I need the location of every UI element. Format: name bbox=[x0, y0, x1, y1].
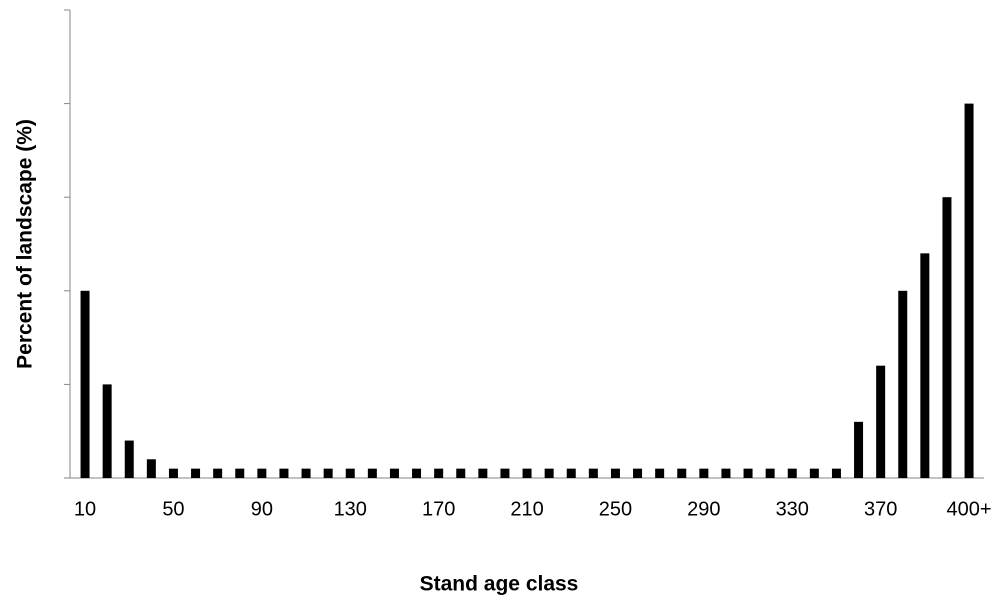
bar bbox=[677, 468, 687, 478]
bar bbox=[301, 468, 311, 478]
bar bbox=[831, 468, 841, 478]
bar bbox=[898, 290, 908, 478]
x-tick-label: 130 bbox=[334, 498, 367, 520]
bar bbox=[964, 103, 974, 478]
x-tick-label: 10 bbox=[74, 498, 96, 520]
x-tick-label: 400+ bbox=[947, 498, 992, 520]
bar bbox=[478, 468, 488, 478]
bar bbox=[544, 468, 554, 478]
bar bbox=[279, 468, 289, 478]
bar bbox=[124, 440, 134, 478]
bar bbox=[235, 468, 245, 478]
bar bbox=[500, 468, 510, 478]
bar bbox=[389, 468, 399, 478]
bar bbox=[721, 468, 731, 478]
x-tick-label: 170 bbox=[422, 498, 455, 520]
y-axis-title: Percent of landscape (%) bbox=[14, 119, 37, 369]
x-tick-label: 250 bbox=[599, 498, 632, 520]
bar bbox=[633, 468, 643, 478]
bar bbox=[655, 468, 665, 478]
bar bbox=[434, 468, 444, 478]
bar bbox=[412, 468, 422, 478]
bar bbox=[522, 468, 532, 478]
x-tick-label: 330 bbox=[776, 498, 809, 520]
bar bbox=[146, 459, 156, 478]
bar bbox=[920, 253, 930, 478]
bar bbox=[456, 468, 466, 478]
bar bbox=[588, 468, 598, 478]
bar bbox=[876, 365, 886, 478]
x-tick-label: 90 bbox=[251, 498, 273, 520]
bar bbox=[257, 468, 267, 478]
x-tick-label: 370 bbox=[864, 498, 897, 520]
bar bbox=[213, 468, 223, 478]
x-axis-title: Stand age class bbox=[420, 573, 579, 596]
bar bbox=[765, 468, 775, 478]
bar bbox=[610, 468, 620, 478]
bar bbox=[699, 468, 709, 478]
bar bbox=[191, 468, 201, 478]
bar bbox=[566, 468, 576, 478]
bar bbox=[942, 197, 952, 478]
bar bbox=[367, 468, 377, 478]
bar bbox=[168, 468, 178, 478]
x-tick-label: 210 bbox=[510, 498, 543, 520]
x-tick-label: 50 bbox=[162, 498, 184, 520]
bar bbox=[80, 290, 90, 478]
bar bbox=[809, 468, 819, 478]
bar bbox=[102, 384, 112, 478]
bar bbox=[345, 468, 355, 478]
x-tick-label: 290 bbox=[687, 498, 720, 520]
bar bbox=[323, 468, 333, 478]
bar bbox=[854, 421, 864, 478]
bar bbox=[743, 468, 753, 478]
bar bbox=[787, 468, 797, 478]
